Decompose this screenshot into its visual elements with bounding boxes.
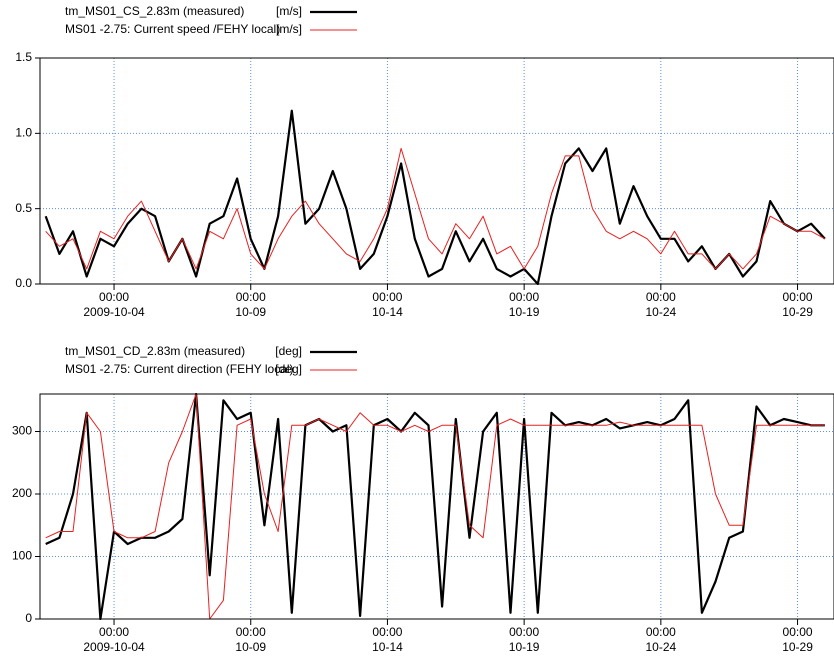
x-tick-label: 10-14 <box>372 305 403 319</box>
series-line <box>44 109 826 285</box>
legend-label: tm_MS01_CS_2.83m (measured) <box>65 4 244 18</box>
x-tick-label: 10-19 <box>509 305 540 319</box>
y-tick-label: 0.5 <box>15 201 32 215</box>
y-tick-label: 1.5 <box>15 50 32 64</box>
x-tick-label: 00:00 <box>783 290 813 304</box>
y-tick-label: 300 <box>12 424 32 438</box>
x-tick-label: 10-09 <box>235 640 266 654</box>
x-tick-label: 10-29 <box>782 640 813 654</box>
y-tick-label: 1.0 <box>15 126 32 140</box>
legend-label: tm_MS01_CD_2.83m (measured) <box>65 344 245 358</box>
x-tick-label: 10-29 <box>782 305 813 319</box>
x-tick-label: 00:00 <box>236 290 266 304</box>
y-tick-label: 0 <box>25 611 32 625</box>
series-line <box>45 393 825 620</box>
x-tick-label: 10-14 <box>372 640 403 654</box>
legend-label: MS01 -2.75: Current direction (FEHY loca… <box>65 362 294 376</box>
y-tick-label: 100 <box>12 549 32 563</box>
x-tick-label: 00:00 <box>509 290 539 304</box>
x-tick-label: 00:00 <box>99 290 129 304</box>
legend-unit: [deg] <box>275 362 302 376</box>
plot-frame <box>39 57 834 285</box>
x-tick-label: 00:00 <box>783 625 813 639</box>
x-tick-label: 00:00 <box>509 625 539 639</box>
x-tick-label: 10-19 <box>509 640 540 654</box>
y-tick-label: 0.0 <box>15 276 32 290</box>
legend-label: MS01 -2.75: Current speed /FEHY local) <box>65 22 280 36</box>
x-tick-label: 00:00 <box>646 625 676 639</box>
x-tick-label: 10-09 <box>235 305 266 319</box>
y-tick-label: 200 <box>12 486 32 500</box>
x-tick-label: 00:00 <box>372 290 402 304</box>
x-tick-label: 10-24 <box>645 640 676 654</box>
plot-frame <box>39 393 834 620</box>
plot-area <box>44 109 826 285</box>
x-tick-label: 00:00 <box>372 625 402 639</box>
x-tick-label: 2009-10-04 <box>83 305 145 319</box>
x-tick-label: 00:00 <box>646 290 676 304</box>
x-tick-label: 10-24 <box>645 305 676 319</box>
legend-unit: [deg] <box>275 344 302 358</box>
legend-unit: [m/s] <box>276 4 302 18</box>
legend-unit: [m/s] <box>276 22 302 36</box>
x-tick-label: 2009-10-04 <box>83 640 145 654</box>
x-tick-label: 00:00 <box>236 625 266 639</box>
x-tick-label: 00:00 <box>99 625 129 639</box>
series-line <box>45 393 825 620</box>
plot-area <box>45 393 825 620</box>
series-line <box>45 147 826 270</box>
